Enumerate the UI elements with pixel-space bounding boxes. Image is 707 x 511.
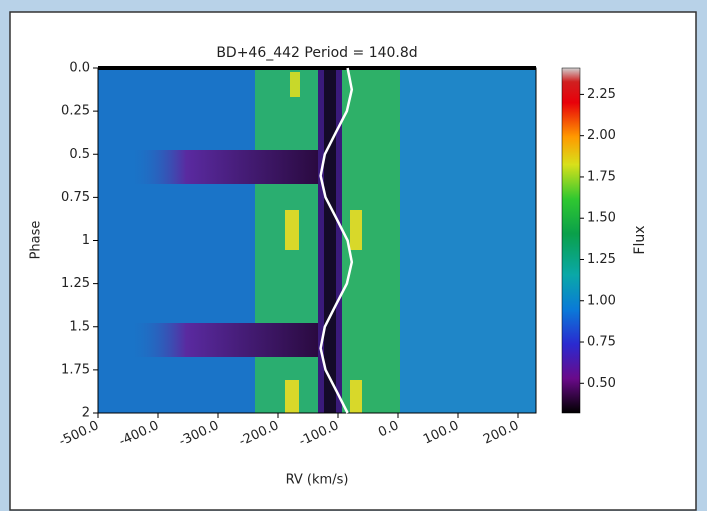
y-axis-label: Phase bbox=[29, 221, 44, 260]
colorbar bbox=[561, 67, 581, 414]
y-tick-label: 0.5 bbox=[69, 147, 90, 162]
model-curve bbox=[319, 67, 354, 414]
y-tick-label: 1.75 bbox=[61, 362, 90, 377]
x-axis-label: RV (km/s) bbox=[286, 473, 349, 488]
y-tick-label: 2 bbox=[82, 406, 90, 421]
y-tick-label: 1.5 bbox=[69, 319, 90, 334]
chart-title: BD+46_442 Period = 140.8d bbox=[216, 45, 417, 61]
heatmap-image bbox=[98, 66, 536, 413]
colorbar-tick-label: 1.25 bbox=[587, 252, 616, 267]
colorbar-label: Flux bbox=[632, 225, 648, 254]
colorbar-tick-label: 1.50 bbox=[587, 211, 616, 226]
y-tick-label: 0.25 bbox=[61, 104, 90, 119]
colorbar-tick-label: 0.50 bbox=[587, 376, 616, 391]
colorbar-tick-label: 1.75 bbox=[587, 169, 616, 184]
colorbar-tick-label: 1.00 bbox=[587, 293, 616, 308]
colorbar-tick-label: 2.25 bbox=[587, 87, 616, 102]
colorbar-tick-label: 2.00 bbox=[587, 128, 616, 143]
y-tick-label: 1.25 bbox=[61, 276, 90, 291]
y-tick-label: 1 bbox=[82, 233, 90, 248]
y-tick-label: 0.0 bbox=[69, 61, 90, 76]
y-tick-label: 0.75 bbox=[61, 190, 90, 205]
colorbar-tick-label: 0.75 bbox=[587, 335, 616, 350]
